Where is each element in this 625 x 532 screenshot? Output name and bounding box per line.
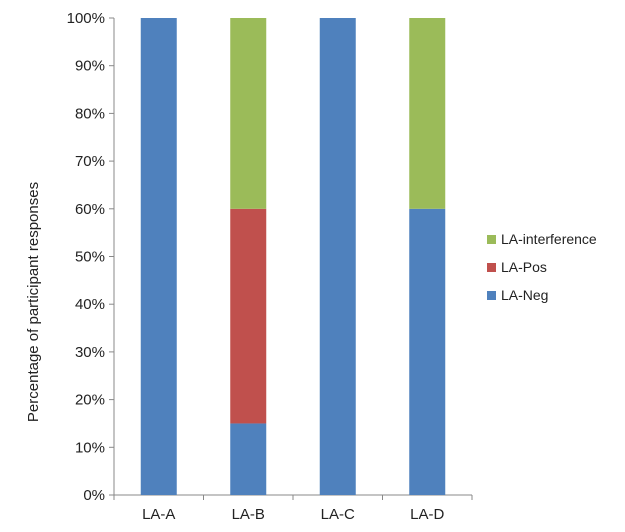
y-tick-label: 100% [67,10,105,27]
legend-label: LA-Pos [501,259,547,275]
y-tick-label: 10% [75,439,105,456]
x-tick-label: LA-C [321,506,355,523]
legend-label: LA-Neg [501,287,548,303]
y-tick-label: 40% [75,296,105,313]
legend-swatch [487,235,496,244]
legend-swatch [487,263,496,272]
y-tick-label: 60% [75,201,105,218]
y-tick-label: 30% [75,344,105,361]
bar-segment-la-neg [409,208,446,496]
bar-segment-la-pos [230,208,267,424]
y-tick-label: 50% [75,249,105,266]
legend-label: LA-interference [501,231,597,247]
y-tick-label: 90% [75,58,105,75]
plot-area: 0% 10% 20% 30% 40% 50% 60% 70% 80% 90% 100% LA-A LA-… [67,10,473,523]
legend: LA-interference LA-Pos LA-Neg [487,231,597,303]
x-tick-label: LA-D [410,506,444,523]
bar-segment-la-neg [230,423,267,495]
y-tick-label: 20% [75,392,105,409]
x-tick-label: LA-B [232,506,265,523]
bar-segment-la-interference [409,18,446,209]
y-tick-label: 80% [75,105,105,122]
bar-segment-la-neg [140,18,177,495]
bar-segment-la-neg [319,18,356,495]
y-axis-label: Percentage of participant responses [25,182,42,422]
bar-segment-la-interference [230,18,267,209]
x-tick-label: LA-A [142,506,175,523]
y-tick-label: 70% [75,153,105,170]
legend-swatch [487,291,496,300]
y-tick-label: 0% [83,487,105,504]
